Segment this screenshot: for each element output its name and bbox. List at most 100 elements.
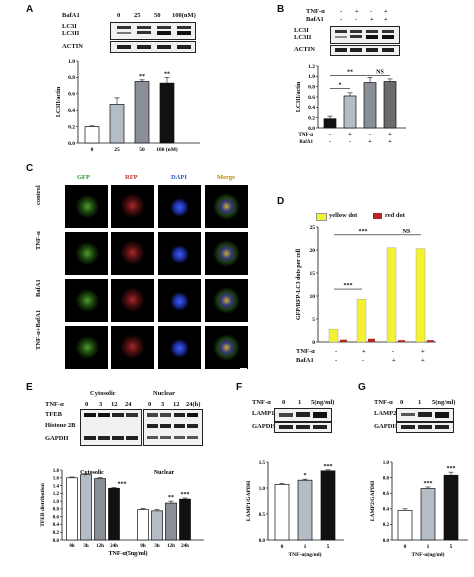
group-nuclear: Nuclear <box>153 390 176 397</box>
legend-red-label: red dot <box>385 212 405 219</box>
chart-g-ytick-label-2: 0.4 <box>383 508 390 513</box>
chart-b-bar-1 <box>343 95 357 129</box>
micrograph-rfp-row3 <box>111 326 154 369</box>
western-blot-a-actin <box>110 41 196 53</box>
chart-a-bar-3 <box>159 82 175 144</box>
legend-red-swatch <box>373 213 382 219</box>
chart-d-yellow-bar-0 <box>328 328 339 343</box>
tnf-label-g: TNF-α <box>374 399 393 406</box>
chart-e-xlabel: TNF-α(5ng/ml) <box>108 550 147 557</box>
scale-bar <box>240 368 247 370</box>
chart-a-ytick-label-4: 0.8 <box>68 75 75 81</box>
tnf-label-d: TNF-α <box>296 348 315 355</box>
chart-a-xtick-0: 0 <box>91 147 94 153</box>
chart-e-xtick-6: 12h <box>167 544 175 549</box>
time-e-c0: 0 <box>85 401 89 408</box>
legend-yellow-swatch <box>316 213 327 221</box>
chart-f-ytick-label-3: 1.5 <box>259 461 266 466</box>
panel-label-d: D <box>277 196 285 207</box>
dose-g-1: 1 <box>418 399 422 406</box>
bafa1-label-a: BafA1 <box>62 12 80 19</box>
time-e-c3: 24 <box>125 401 132 408</box>
sign-d2-1: - <box>362 357 365 364</box>
chart-d-red-bar-3 <box>427 340 434 342</box>
panel-label-e: E <box>26 382 33 393</box>
chart-e-xtick-4: 0h <box>140 544 146 549</box>
chart-a-bar-0 <box>84 126 100 144</box>
chart-e-ytick-label-1: 0.2 <box>53 531 60 536</box>
chart-e-ytick-label-3: 0.6 <box>53 515 60 520</box>
sign-b1-3: + <box>384 8 388 15</box>
sign-d1-1: + <box>362 348 366 355</box>
chart-b-ytick-label-4: 0.8 <box>308 84 315 90</box>
dose-a-1: 25 <box>134 12 141 19</box>
chart-a-sig-2: ** <box>139 74 145 80</box>
micrograph-rfp-row1 <box>111 232 154 275</box>
panel-label-f: F <box>236 382 243 393</box>
chart-b-sign-1-0: - <box>329 139 331 145</box>
sign-d2-2: + <box>392 357 396 364</box>
chart-b-sign-1-2: + <box>368 139 372 145</box>
chart-d-ytick-label-2: 10 <box>310 294 316 300</box>
chart-e-bar-3 <box>108 487 120 541</box>
col-gfp: GFP <box>77 174 90 181</box>
chart-g-bar-0 <box>397 510 413 541</box>
chart-f-xtick-0: 0 <box>281 544 284 550</box>
blot-row-e-histone: Histone 2B <box>45 422 76 429</box>
chart-e-xtick-1: 3h <box>83 544 89 549</box>
chart-a-ytick-label-2: 0.4 <box>68 108 75 114</box>
chart-b-sign-0-1: + <box>348 132 352 138</box>
blot-bands-e-nuc <box>147 413 198 439</box>
sign-b2-3: + <box>384 16 388 23</box>
micrograph-gfp-row1 <box>65 232 108 275</box>
chart-b-ytick-label-0: 0.0 <box>308 126 315 132</box>
bafa1-label-b: BafA1 <box>306 16 324 23</box>
time-e-n0: 0 <box>148 401 152 408</box>
row-tnf: TNF-α <box>35 231 42 250</box>
sign-d1-3: + <box>421 348 425 355</box>
chart-b-bar-0 <box>323 118 337 129</box>
chart-g-sig-1: *** <box>424 481 433 487</box>
chart-g-ytick-label-5: 1.0 <box>383 461 390 466</box>
blot-row-a-actin: ACTIN <box>62 43 83 50</box>
chart-d-red-bar-0 <box>340 339 347 342</box>
chart-a-bar-1 <box>109 104 125 144</box>
chart-d-ytick-label-0: 0 <box>312 340 315 346</box>
chart-a-xtick-3: 100 (nM) <box>156 146 178 153</box>
col-rfp: RFP <box>125 174 138 181</box>
bafa1-label-d: BafA1 <box>296 357 314 364</box>
blot-row-b-lc3ii: LC3II <box>294 34 312 41</box>
chart-f-ylabel: LAMP1/GAPDH <box>246 480 252 521</box>
chart-a-ylabel: LC3II/actin <box>56 86 62 117</box>
dose-a-3: 100(nM) <box>172 12 196 19</box>
chart-f-sig-2: *** <box>324 464 333 470</box>
sign-b2-2: + <box>370 16 374 23</box>
blot-row-b-actin: ACTIN <box>294 46 315 53</box>
chart-b-sign-1-1: - <box>349 139 351 145</box>
chart-e-ytick-label-5: 1.0 <box>53 500 60 505</box>
western-blot-f-lamp1 <box>274 408 332 422</box>
chart-g-xtick-2: 5 <box>450 544 453 550</box>
blot-bands-b-lc3 <box>335 30 394 39</box>
panel-label-g: G <box>358 382 366 393</box>
blot-bands-g-gapdh <box>401 425 449 429</box>
micrograph-gfp-row3 <box>65 326 108 369</box>
chart-b-sign-0-0: - <box>329 132 331 138</box>
western-blot-g-lamp2 <box>396 408 454 422</box>
micrograph-merge-row3 <box>205 326 248 369</box>
sign-b1-1: + <box>355 8 359 15</box>
blot-bands-g-lamp2 <box>401 412 449 418</box>
dose-g-2: 5(ng/ml) <box>432 399 456 406</box>
chart-e-group-nuc: Nuclear <box>154 470 175 476</box>
chart-e-bar-5 <box>151 510 163 541</box>
chart-g-bar-1 <box>420 488 436 541</box>
chart-e-ytick-label-2: 0.4 <box>53 523 60 528</box>
col-dapi: DAPI <box>171 174 187 181</box>
chart-e-bar-2 <box>94 478 106 541</box>
chart-f-xtick-2: 5 <box>327 544 330 550</box>
blot-row-f-lamp1: LAMP1 <box>252 410 275 417</box>
micrograph-dapi-row2 <box>158 279 201 322</box>
chart-e-sig-7: *** <box>181 492 190 498</box>
sign-d1-0: - <box>335 348 338 355</box>
chart-d-ytick-label-3: 15 <box>310 271 316 277</box>
